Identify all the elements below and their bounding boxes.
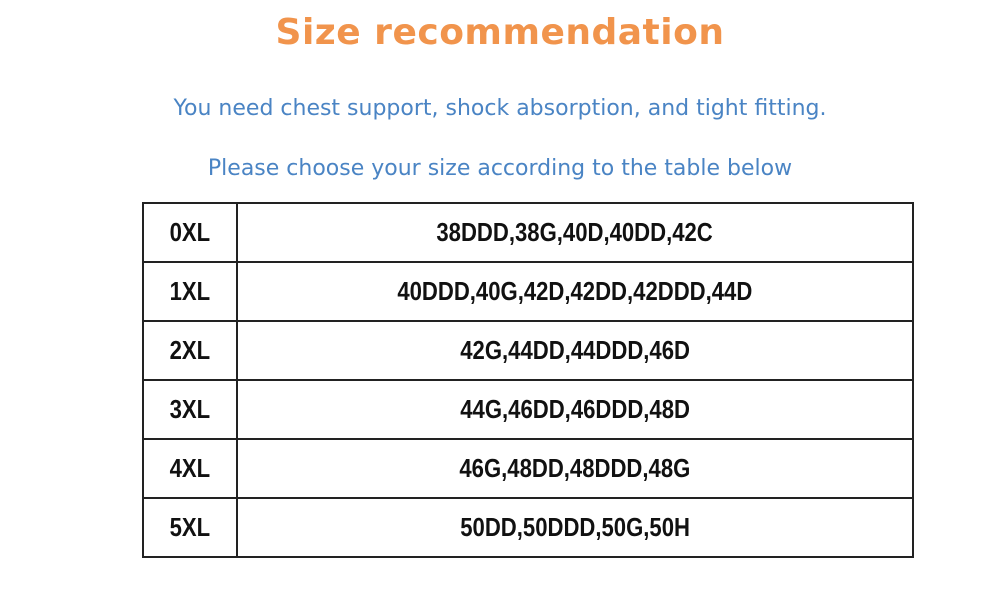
bra-sizes-label: 38DDD,38G,40D,40DD,42C: [436, 217, 714, 247]
size-label: 1XL: [169, 276, 211, 306]
size-cell: 3XL: [142, 379, 238, 440]
size-label: 2XL: [169, 335, 211, 365]
bra-sizes-cell: 38DDD,38G,40D,40DD,42C: [236, 202, 914, 263]
bra-sizes-label: 50DD,50DDD,50G,50H: [460, 512, 690, 542]
size-label: 0XL: [169, 217, 211, 247]
bra-sizes-label: 46G,48DD,48DDD,48G: [459, 453, 691, 483]
table-row: 5XL 50DD,50DDD,50G,50H: [142, 497, 914, 558]
table-row: 3XL 44G,46DD,46DDD,48D: [142, 379, 914, 440]
subtitle-requirements: You need chest support, shock absorption…: [173, 96, 827, 121]
bra-sizes-label: 44G,46DD,46DDD,48D: [460, 394, 690, 424]
size-cell: 4XL: [142, 438, 238, 499]
page-title: Size recommendation: [275, 12, 725, 53]
size-cell: 2XL: [142, 320, 238, 381]
size-cell: 0XL: [142, 202, 238, 263]
bra-sizes-cell: 40DDD,40G,42D,42DD,42DDD,44D: [236, 261, 914, 322]
size-label: 3XL: [169, 394, 211, 424]
bra-sizes-label: 40DDD,40G,42D,42DD,42DDD,44D: [397, 276, 753, 306]
table-row: 2XL 42G,44DD,44DDD,46D: [142, 320, 914, 381]
size-label: 5XL: [169, 512, 211, 542]
bra-sizes-cell: 46G,48DD,48DDD,48G: [236, 438, 914, 499]
bra-sizes-cell: 42G,44DD,44DDD,46D: [236, 320, 914, 381]
subtitle-instructions: Please choose your size according to the…: [207, 156, 793, 181]
table-row: 0XL 38DDD,38G,40D,40DD,42C: [142, 202, 914, 263]
bra-sizes-cell: 50DD,50DDD,50G,50H: [236, 497, 914, 558]
bra-sizes-cell: 44G,46DD,46DDD,48D: [236, 379, 914, 440]
size-table: 0XL 38DDD,38G,40D,40DD,42C 1XL 40DDD,40G,4…: [142, 202, 914, 558]
size-label: 4XL: [169, 453, 211, 483]
size-cell: 1XL: [142, 261, 238, 322]
table-row: 1XL 40DDD,40G,42D,42DD,42DDD,44D: [142, 261, 914, 322]
size-cell: 5XL: [142, 497, 238, 558]
bra-sizes-label: 42G,44DD,44DDD,46D: [460, 335, 690, 365]
table-row: 4XL 46G,48DD,48DDD,48G: [142, 438, 914, 499]
